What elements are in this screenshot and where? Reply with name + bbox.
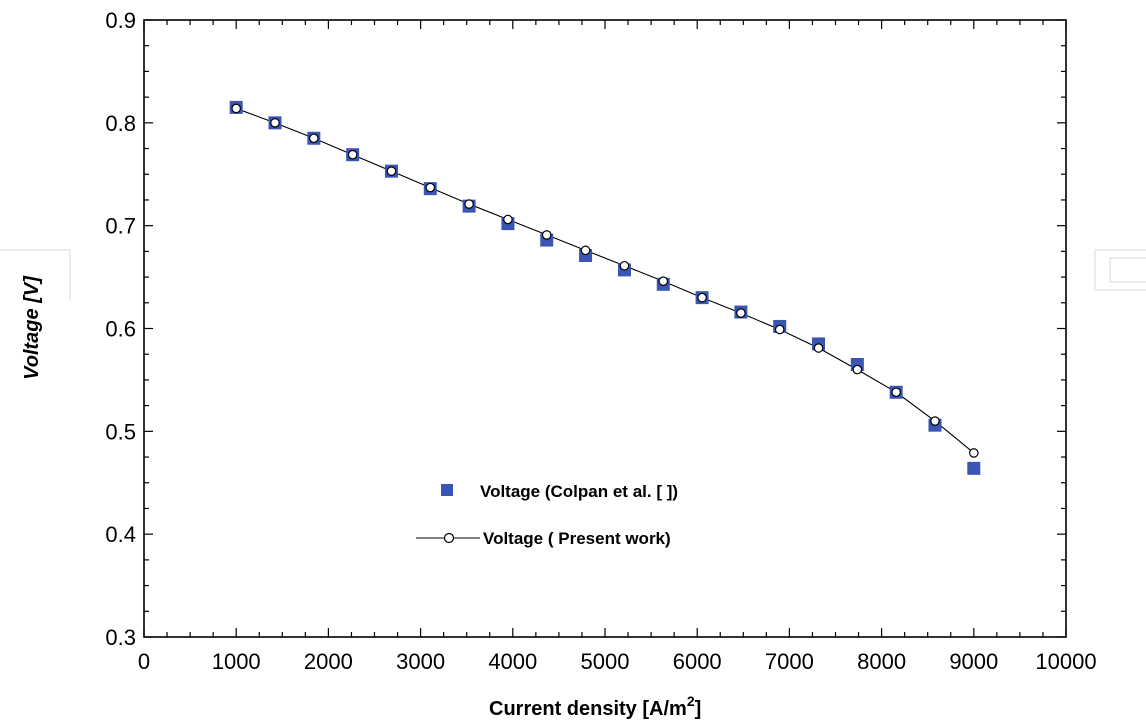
data-point-present: [541, 230, 552, 240]
x-tick-label: 6000: [673, 649, 722, 674]
x-tick-label: 1000: [212, 649, 261, 674]
data-point-present: [580, 245, 591, 256]
x-tick-label: 5000: [581, 649, 630, 674]
series-circles-group: [231, 103, 979, 458]
x-axis-tick-labels: 0 1000 2000 3000 4000 5000 6000 7000 8000 9000 100…: [138, 649, 1097, 674]
x-tick-label: 4000: [488, 649, 537, 674]
data-point-present: [464, 199, 474, 209]
x-tick-label: 3000: [396, 649, 445, 674]
legend-label-colpan: Voltage (Colpan et al. [ ]): [480, 482, 678, 501]
y-tick-label: 0.4: [105, 522, 136, 547]
data-point-present: [231, 103, 241, 114]
data-point-present: [619, 260, 630, 271]
x-axis-title: Current density [A/m2]: [489, 693, 701, 720]
data-point-present: [697, 292, 707, 303]
y-axis-title: Voltage [V]: [21, 275, 43, 380]
data-point-present: [968, 448, 979, 458]
data-point-present: [658, 276, 669, 286]
y-tick-label: 0.3: [105, 625, 136, 650]
legend-marker-present: [443, 532, 455, 544]
x-tick-label: 8000: [857, 649, 906, 674]
data-point-present: [309, 133, 319, 144]
data-point-present: [813, 343, 824, 353]
x-tick-label: 2000: [304, 649, 353, 674]
data-point-present: [852, 364, 863, 375]
data-point-colpan: [967, 461, 981, 475]
data-point-present: [347, 149, 358, 160]
data-point-present: [891, 387, 901, 398]
series-squares-group: [229, 100, 981, 475]
watermark: [0, 249, 1146, 300]
data-point-present: [425, 182, 436, 193]
y-axis-tick-labels: 0.3 0.4 0.5 0.6 0.7 0.8 0.9: [105, 8, 136, 650]
data-point-present: [270, 118, 280, 128]
y-tick-label: 0.8: [105, 111, 136, 136]
y-tick-label: 0.7: [105, 214, 136, 239]
x-axis-title-end: ]: [695, 698, 702, 720]
x-tick-label: 7000: [765, 649, 814, 674]
legend: Voltage (Colpan et al. [ ]) Voltage ( Pr…: [416, 482, 678, 548]
legend-label-present: Voltage ( Present work): [483, 529, 671, 548]
data-point-present: [774, 324, 785, 335]
x-tick-label: 10000: [1035, 649, 1096, 674]
x-tick-label: 0: [138, 649, 150, 674]
x-axis-ticks: [143, 20, 1067, 637]
x-axis-title-sup: 2: [687, 693, 695, 709]
data-point-present: [930, 416, 940, 426]
legend-marker-colpan: [441, 484, 453, 496]
data-point-present: [503, 214, 513, 225]
data-point-present: [386, 166, 397, 176]
x-axis-title-main: Current density [A/m: [489, 698, 687, 720]
data-point-present: [736, 308, 746, 318]
y-axis-ticks: [144, 19, 1066, 638]
y-tick-label: 0.6: [105, 317, 136, 342]
x-tick-label: 9000: [949, 649, 998, 674]
y-tick-label: 0.9: [105, 8, 136, 33]
y-tick-label: 0.5: [105, 419, 136, 444]
